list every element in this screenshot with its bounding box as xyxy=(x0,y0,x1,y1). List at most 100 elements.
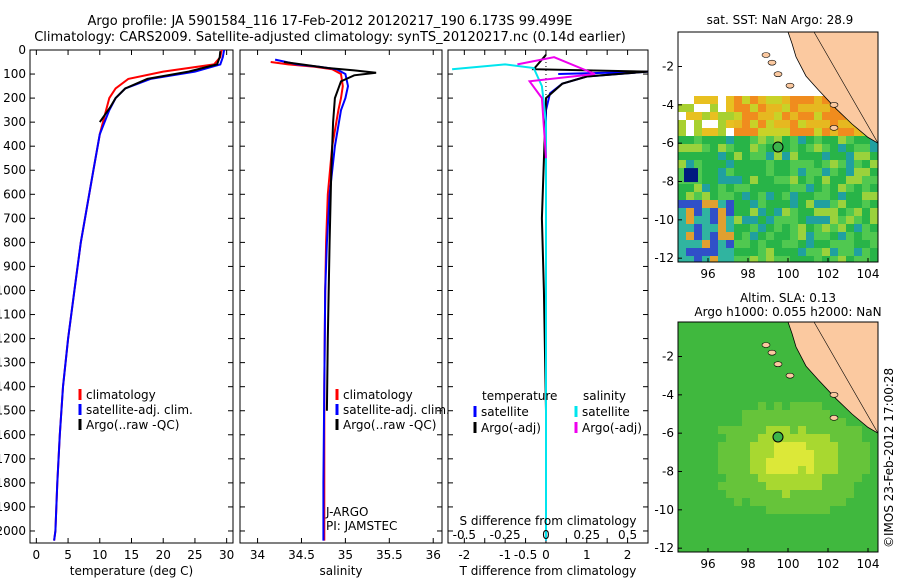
data-cell xyxy=(742,354,751,363)
data-cell xyxy=(782,168,791,177)
data-cell-low xyxy=(684,168,698,183)
data-cell xyxy=(718,530,727,539)
data-cell xyxy=(678,434,687,443)
data-cell xyxy=(678,338,687,347)
data-cell xyxy=(742,546,751,552)
data-cell xyxy=(766,498,775,507)
data-cell xyxy=(870,458,878,467)
data-cell xyxy=(750,240,759,249)
data-cell xyxy=(734,362,743,371)
data-cell xyxy=(734,442,743,451)
data-cell xyxy=(766,160,775,169)
data-cell xyxy=(798,104,807,113)
data-cell xyxy=(702,104,711,113)
data-cell xyxy=(766,522,775,531)
data-cell xyxy=(790,144,799,153)
data-cell xyxy=(766,458,775,467)
data-cell xyxy=(694,136,703,145)
data-cell xyxy=(774,530,783,539)
data-cell xyxy=(742,474,751,483)
data-cell xyxy=(750,144,759,153)
data-cell xyxy=(862,184,871,193)
data-cell xyxy=(686,458,695,467)
data-cell xyxy=(726,104,735,113)
data-cell xyxy=(686,370,695,379)
y-tick-label: 1900 xyxy=(0,500,26,514)
data-cell xyxy=(846,418,855,427)
panel-salinity: 34 34.5 35 35.5 36 salinity climatologysatelli… xyxy=(239,49,450,578)
data-cell xyxy=(742,522,751,531)
data-cell xyxy=(694,402,703,411)
data-cell xyxy=(814,184,823,193)
data-cell xyxy=(718,514,727,523)
legend-label: satellite-adj. clim. xyxy=(343,403,450,417)
data-cell xyxy=(718,208,727,217)
data-cell xyxy=(806,232,815,241)
data-cell xyxy=(766,474,775,483)
data-cell xyxy=(822,474,831,483)
data-cell xyxy=(742,538,751,547)
map-sst-title: sat. SST: NaN Argo: 28.9 xyxy=(707,13,854,27)
data-cell xyxy=(830,418,839,427)
data-cell xyxy=(798,426,807,435)
data-cell xyxy=(774,128,783,137)
data-cell xyxy=(814,426,823,435)
data-cell xyxy=(678,402,687,411)
data-cell xyxy=(782,144,791,153)
data-cell xyxy=(678,498,687,507)
legend-label: Argo(-adj) xyxy=(582,421,642,435)
data-cell xyxy=(854,240,863,249)
chart-title-line1: Argo profile: JA 5901584_116 17-Feb-2012… xyxy=(87,14,573,29)
data-cell xyxy=(710,410,719,419)
data-cell xyxy=(718,426,727,435)
data-cell xyxy=(774,322,783,331)
data-cell xyxy=(798,362,807,371)
data-cell xyxy=(790,538,799,547)
data-cell xyxy=(750,354,759,363)
data-cell xyxy=(694,200,703,209)
data-cell xyxy=(822,394,831,403)
legend-label: Argo(..raw -QC) xyxy=(343,418,436,432)
data-cell xyxy=(678,538,687,547)
data-cell xyxy=(710,200,719,209)
data-cell xyxy=(678,370,687,379)
data-cell xyxy=(750,458,759,467)
data-cell xyxy=(774,160,783,169)
data-cell xyxy=(854,490,863,499)
legend-label: satellite xyxy=(582,405,630,419)
data-cell xyxy=(814,530,823,539)
data-cell xyxy=(766,216,775,225)
data-cell xyxy=(790,442,799,451)
data-cell xyxy=(766,168,775,177)
data-cell xyxy=(814,232,823,241)
land-sumatra xyxy=(787,32,878,144)
data-cell xyxy=(718,338,727,347)
data-cell xyxy=(678,394,687,403)
data-cell xyxy=(710,160,719,169)
data-cell xyxy=(702,224,711,233)
data-cell xyxy=(734,256,743,262)
data-cell xyxy=(790,176,799,185)
data-cell xyxy=(782,466,791,475)
island xyxy=(829,392,839,398)
data-cell xyxy=(774,370,783,379)
data-cell xyxy=(694,490,703,499)
data-cell xyxy=(854,442,863,451)
data-cell xyxy=(766,546,775,552)
data-cell xyxy=(758,96,767,105)
data-cell xyxy=(726,256,735,262)
data-cell xyxy=(710,256,719,262)
data-cell xyxy=(798,192,807,201)
data-cell xyxy=(822,104,831,113)
data-cell xyxy=(782,362,791,371)
data-cell xyxy=(750,370,759,379)
data-cell xyxy=(750,450,759,459)
data-cell xyxy=(798,136,807,145)
data-cell xyxy=(734,322,743,331)
map-frame xyxy=(677,31,879,263)
data-cell xyxy=(710,184,719,193)
data-cell xyxy=(694,176,703,185)
data-cell xyxy=(862,458,871,467)
data-cell xyxy=(758,112,767,121)
legend-label: Argo(-adj) xyxy=(481,421,541,435)
